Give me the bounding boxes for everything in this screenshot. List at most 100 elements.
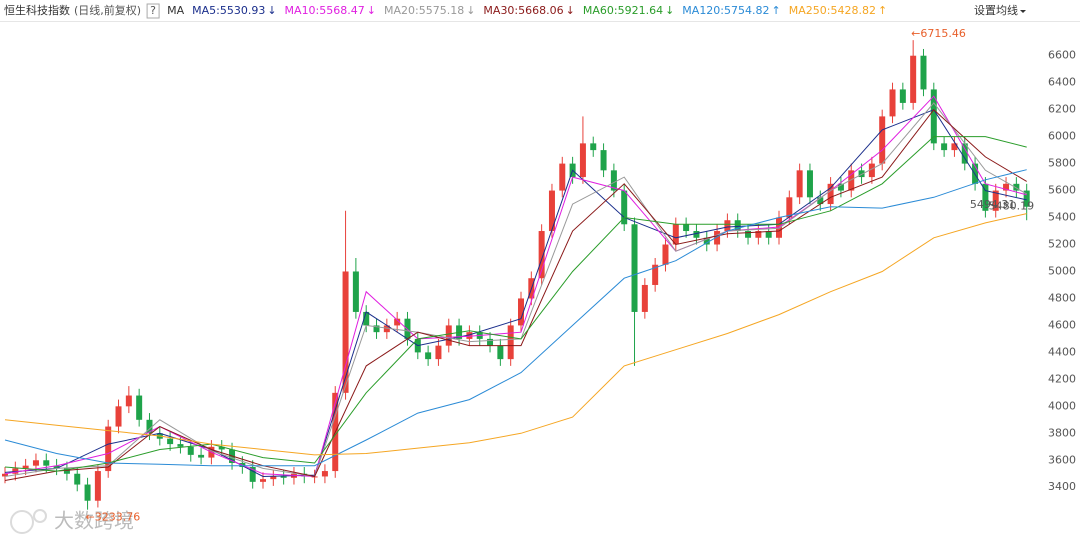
- candle-body: [848, 170, 855, 191]
- y-tick-label: 3400: [1048, 480, 1076, 493]
- candle-body: [167, 438, 174, 445]
- candle-body: [497, 345, 504, 360]
- legend-trend: ↓: [367, 4, 376, 17]
- candle-body: [755, 231, 762, 238]
- candle-body: [548, 190, 555, 232]
- candle-body: [889, 89, 896, 117]
- annotation: 5494.31: [970, 198, 1016, 211]
- candle-body: [507, 325, 514, 360]
- ma-line: [4, 136, 1027, 472]
- candle-body: [394, 318, 401, 326]
- candle-body: [693, 231, 700, 238]
- candle-body: [631, 224, 638, 312]
- candle-body: [941, 143, 948, 151]
- legend-trend: ↑: [878, 4, 887, 17]
- candle-body: [858, 170, 865, 178]
- candle-body: [982, 183, 989, 211]
- y-tick-label: 6000: [1048, 130, 1076, 143]
- legend-entry: MA250:5428.82: [789, 4, 876, 17]
- ma-label: MA: [167, 4, 184, 17]
- annotation: 5480.19: [989, 200, 1034, 213]
- candle-body: [2, 473, 8, 477]
- y-tick-label: 5600: [1048, 184, 1076, 197]
- candle-body: [683, 224, 690, 232]
- candle-body: [115, 406, 122, 427]
- y-tick-label: 5000: [1048, 264, 1076, 277]
- ma-line: [4, 102, 1027, 478]
- candle-body: [321, 471, 328, 477]
- candle-body: [435, 345, 442, 360]
- candle-body: [32, 460, 39, 466]
- y-tick-label: 4800: [1048, 291, 1076, 304]
- candle-body: [383, 325, 390, 333]
- legend-entry: MA5:5530.93: [192, 4, 265, 17]
- candle-body: [910, 55, 917, 103]
- settings-button[interactable]: 设置均线: [974, 3, 1018, 17]
- help-icon[interactable]: ?: [150, 4, 156, 17]
- candle-body: [74, 473, 81, 485]
- candle-body: [827, 183, 834, 205]
- candle-body: [280, 476, 287, 478]
- candle-body: [125, 395, 132, 407]
- help-box[interactable]: [146, 3, 160, 19]
- chart-title: 恒生科技指数: [4, 3, 70, 17]
- candle-body: [610, 170, 617, 191]
- candle-body: [198, 454, 205, 458]
- legend-trend: ↓: [665, 4, 674, 17]
- candle-body: [53, 465, 60, 469]
- legend-entry: MA60:5921.64: [583, 4, 663, 17]
- candle-body: [177, 444, 184, 447]
- candle-body: [94, 471, 101, 501]
- y-tick-label: 6400: [1048, 76, 1076, 89]
- candle-body: [776, 217, 782, 238]
- y-tick-label: 5800: [1048, 157, 1076, 170]
- y-tick-label: 4200: [1048, 372, 1076, 385]
- candle-body: [745, 231, 752, 238]
- candle-body: [600, 150, 607, 171]
- legend-trend: ↓: [566, 4, 575, 17]
- legend-trend: ↑: [772, 4, 781, 17]
- candle-body: [352, 271, 359, 312]
- candle-body: [765, 231, 772, 238]
- candle-body: [487, 338, 494, 346]
- candle-body: [879, 116, 886, 164]
- candle-body: [43, 460, 50, 466]
- candle-body: [724, 220, 731, 232]
- chart-subtitle: (日线,前复权): [74, 3, 141, 17]
- candle-body: [796, 170, 803, 198]
- candle-body: [249, 467, 256, 482]
- legend-entry: MA120:5754.82: [682, 4, 769, 17]
- y-tick-label: 6600: [1048, 49, 1076, 62]
- candle-body: [559, 163, 566, 191]
- legend-trend: ↓: [466, 4, 475, 17]
- ma-line: [4, 108, 1027, 481]
- ma-line: [4, 169, 1027, 467]
- candle-body: [786, 197, 793, 218]
- candle-body: [63, 468, 70, 474]
- y-tick-label: 3800: [1048, 426, 1076, 439]
- candle-body: [662, 244, 669, 265]
- candle-body: [146, 419, 153, 434]
- candle-body: [445, 325, 452, 346]
- candle-body: [373, 325, 380, 333]
- candle-body: [652, 264, 659, 285]
- candle-body: [218, 446, 225, 450]
- y-tick-label: 4600: [1048, 318, 1076, 331]
- annotation: ←6715.46: [911, 27, 966, 40]
- ma-line: [4, 95, 1027, 478]
- candle-body: [187, 446, 194, 455]
- dropdown-caret[interactable]: [1020, 10, 1026, 13]
- candle-body: [425, 352, 432, 360]
- legend-entry: MA20:5575.18: [384, 4, 464, 17]
- candle-body: [363, 311, 370, 326]
- candle-body: [714, 231, 721, 245]
- y-tick-label: 4400: [1048, 345, 1076, 358]
- candle-body: [734, 220, 741, 232]
- legend-entry: MA30:5668.06: [483, 4, 563, 17]
- candle-body: [951, 143, 958, 151]
- candle-body: [930, 89, 937, 144]
- legend-entry: MA10:5568.47: [285, 4, 365, 17]
- candle-body: [518, 298, 524, 326]
- candle-body: [806, 170, 813, 198]
